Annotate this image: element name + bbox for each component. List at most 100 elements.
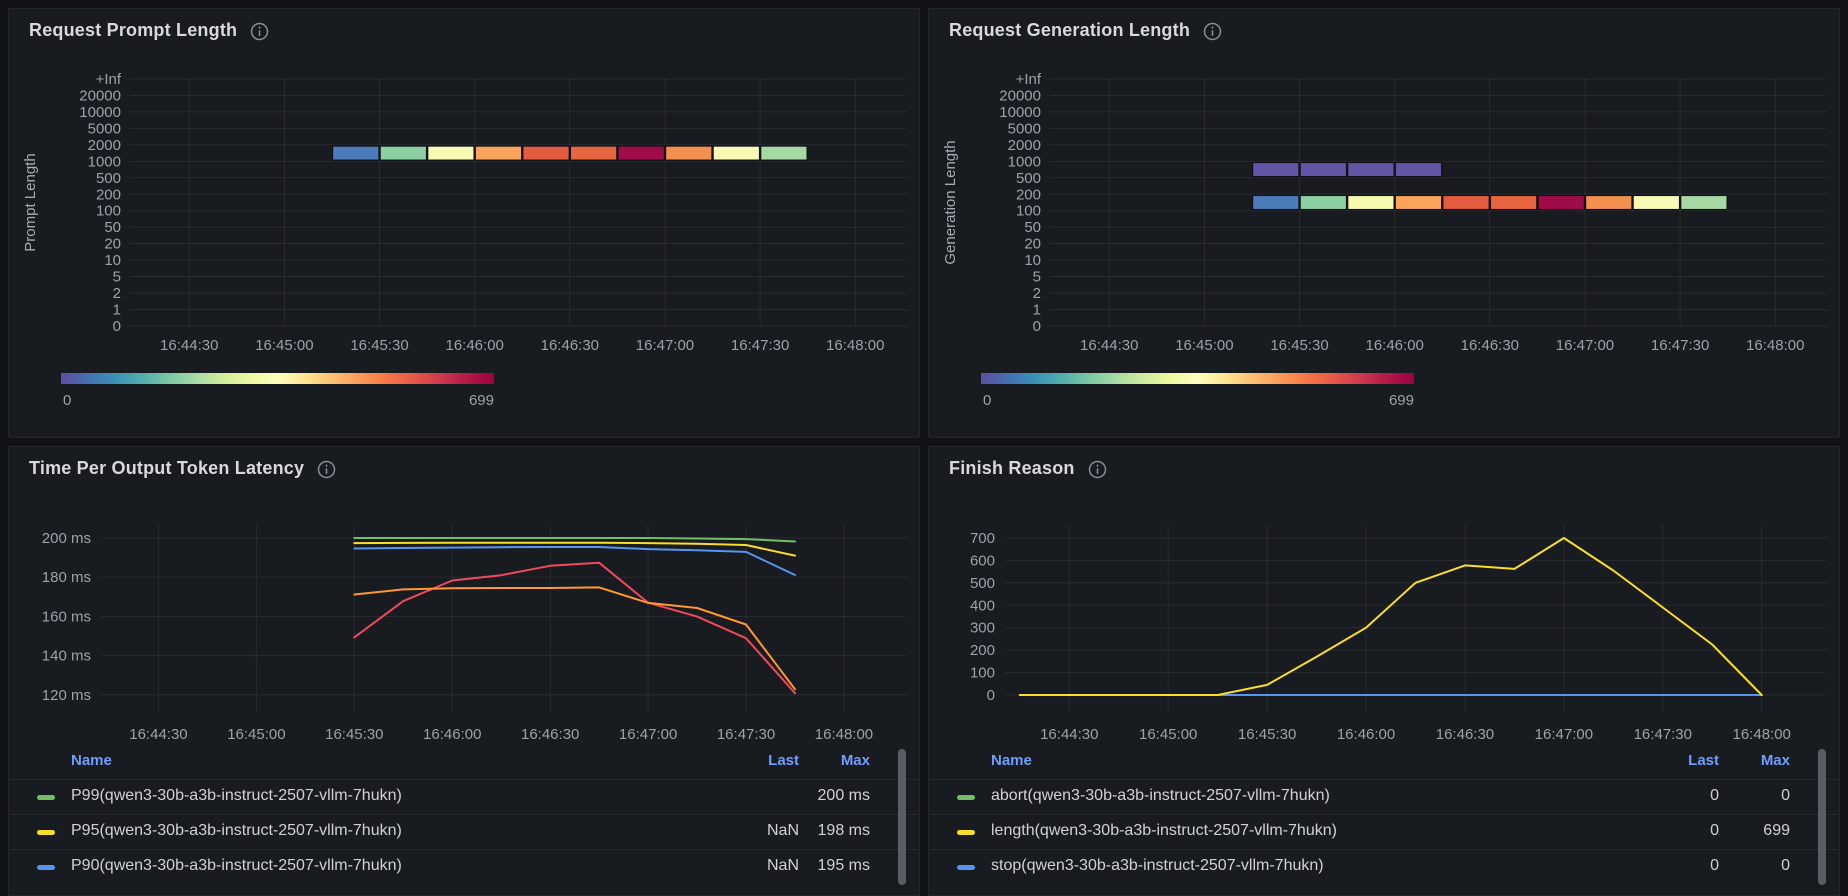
generation-length-heatmap[interactable]: +Inf200001000050002000100050020010050201… <box>929 9 1839 437</box>
heatmap-cell[interactable] <box>1394 194 1443 211</box>
series-line[interactable] <box>353 586 796 691</box>
heatmap-cell[interactable] <box>522 145 570 161</box>
heatmap-cell[interactable] <box>1299 194 1348 211</box>
panel-title[interactable]: Request Generation Length <box>949 20 1191 40</box>
panel-finish-reason: Finish Reason 700 600 500 400 300 200 100 0 16:4… <box>928 446 1840 896</box>
legend-header-name[interactable]: Name <box>71 752 112 769</box>
heatmap-cell[interactable] <box>331 145 380 161</box>
heatmap-cell[interactable] <box>1347 194 1395 211</box>
heatmap-cell[interactable] <box>1680 194 1728 211</box>
color-scale <box>61 373 494 384</box>
heatmap-cell[interactable] <box>569 145 618 161</box>
heatmap-cell[interactable] <box>1537 194 1585 211</box>
legend-series-name[interactable]: length(qwen3-30b-a3b-instruct-2507-vllm-… <box>991 822 1337 839</box>
y-tick-label: 100 <box>96 203 121 220</box>
heatmap-cell[interactable] <box>1442 194 1490 211</box>
legend-row[interactable]: P99(qwen3-30b-a3b-instruct-2507-vllm-7hu… <box>9 779 919 814</box>
y-tick-label: 200 <box>96 186 121 203</box>
panel-title[interactable]: Request Prompt Length <box>29 20 238 40</box>
y-tick-label: 1000 <box>1008 153 1041 170</box>
legend-scrollbar[interactable] <box>898 749 906 885</box>
x-tick-label: 16:45:00 <box>1139 726 1197 743</box>
color-scale-max-label: 699 <box>469 392 494 409</box>
y-tick-label: 400 <box>970 597 995 614</box>
panel-title[interactable]: Finish Reason <box>949 458 1075 478</box>
heatmap-cell[interactable] <box>712 145 761 161</box>
heatmap-cell[interactable] <box>664 145 713 161</box>
legend-scrollbar[interactable] <box>1818 749 1826 885</box>
heatmap-cell[interactable] <box>1584 194 1633 211</box>
panel-request-prompt-length: Request Prompt Length +Inf 20000 10000 5000… <box>8 8 920 438</box>
legend-header-last[interactable]: Last <box>1688 752 1719 769</box>
info-icon[interactable] <box>1203 22 1222 41</box>
y-tick-label: 10 <box>104 252 121 269</box>
legend-series-name[interactable]: P95(qwen3-30b-a3b-instruct-2507-vllm-7hu… <box>71 822 402 839</box>
tpot-latency-line-chart[interactable]: 200 ms 180 ms 160 ms 140 ms 120 ms 16:44:30 16… <box>9 447 919 895</box>
legend-header-last[interactable]: Last <box>768 752 799 769</box>
series-line[interactable] <box>353 541 796 557</box>
heatmap-cell[interactable] <box>617 145 665 161</box>
series-line[interactable] <box>353 537 796 543</box>
y-tick-label: 0 <box>987 687 995 704</box>
legend-header-name[interactable]: Name <box>991 752 1032 769</box>
legend-row[interactable]: stop(qwen3-30b-a3b-instruct-2507-vllm-7h… <box>929 849 1839 884</box>
x-tick-label: 16:46:00 <box>1337 726 1395 743</box>
x-tick-label: 16:47:30 <box>717 726 775 743</box>
y-tick-label: 1000 <box>88 153 121 170</box>
x-tick-label: 16:45:30 <box>350 337 408 354</box>
legend-series-name[interactable]: P90(qwen3-30b-a3b-instruct-2507-vllm-7hu… <box>71 857 402 874</box>
legend-header-max[interactable]: Max <box>840 752 870 769</box>
heatmap-cell[interactable] <box>1347 161 1395 178</box>
heatmap-cell[interactable] <box>1251 194 1300 211</box>
x-tick-label: 16:45:30 <box>1238 726 1296 743</box>
legend-row[interactable]: P95(qwen3-30b-a3b-instruct-2507-vllm-7hu… <box>9 814 919 849</box>
legend-series-name[interactable]: P99(qwen3-30b-a3b-instruct-2507-vllm-7hu… <box>71 787 402 804</box>
finish-reason-line-chart[interactable]: 700 600 500 400 300 200 100 0 16:44:30 16:45:00 16… <box>929 447 1839 895</box>
legend-max-value: 200 ms <box>817 787 870 804</box>
heatmap-cell[interactable] <box>1299 161 1348 178</box>
heatmap-cell[interactable] <box>760 145 808 161</box>
y-tick-label: 5 <box>113 269 121 286</box>
x-tick-label: 16:45:30 <box>1270 337 1328 354</box>
series-line[interactable] <box>353 546 796 576</box>
heatmap-cell[interactable] <box>474 145 523 161</box>
x-tick-label: 16:47:00 <box>619 726 677 743</box>
panel-request-generation-length: Request Generation Length +Inf 20000 10000… <box>928 8 1840 438</box>
legend-series-name[interactable]: abort(qwen3-30b-a3b-instruct-2507-vllm-7… <box>991 787 1330 804</box>
legend-header-max[interactable]: Max <box>1760 752 1790 769</box>
y-tick-label: 700 <box>970 530 995 547</box>
heatmap-cell[interactable] <box>1251 161 1300 178</box>
y-tick-label: 180 ms <box>42 569 91 586</box>
panel-title[interactable]: Time Per Output Token Latency <box>29 458 305 478</box>
legend-row[interactable]: P90(qwen3-30b-a3b-instruct-2507-vllm-7hu… <box>9 849 919 884</box>
y-tick-label: 5000 <box>1008 120 1041 137</box>
info-icon[interactable] <box>1088 460 1107 479</box>
y-tick-label: 1 <box>1033 302 1041 319</box>
legend-series-name[interactable]: stop(qwen3-30b-a3b-instruct-2507-vllm-7h… <box>991 857 1324 874</box>
x-tick-label: 16:47:30 <box>1634 726 1692 743</box>
y-tick-label: 200 ms <box>42 530 91 547</box>
y-tick-label: 50 <box>104 219 121 236</box>
heatmap-cell[interactable] <box>1489 194 1538 211</box>
legend-row[interactable]: abort(qwen3-30b-a3b-instruct-2507-vllm-7… <box>929 779 1839 814</box>
heatmap-cell[interactable] <box>1394 161 1443 178</box>
heatmap-cell[interactable] <box>427 145 475 161</box>
info-icon[interactable] <box>317 460 336 479</box>
series-color-swatch[interactable] <box>957 865 975 870</box>
series-line[interactable] <box>1018 537 1763 696</box>
series-color-swatch[interactable] <box>957 795 975 800</box>
heatmap-cell[interactable] <box>1632 194 1681 211</box>
legend-max-value: 0 <box>1781 857 1790 874</box>
series-color-swatch[interactable] <box>37 830 55 835</box>
x-tick-label: 16:45:00 <box>255 337 313 354</box>
x-tick-label: 16:46:30 <box>541 337 599 354</box>
series-color-swatch[interactable] <box>957 830 975 835</box>
heatmap-cell[interactable] <box>379 145 428 161</box>
legend-row[interactable]: length(qwen3-30b-a3b-instruct-2507-vllm-… <box>929 814 1839 849</box>
series-color-swatch[interactable] <box>37 795 55 800</box>
y-tick-label: 500 <box>1016 170 1041 187</box>
prompt-length-heatmap[interactable]: +Inf200001000050002000100050020010050201… <box>9 9 919 437</box>
series-color-swatch[interactable] <box>37 865 55 870</box>
series-line[interactable] <box>353 561 796 695</box>
info-icon[interactable] <box>250 22 269 41</box>
